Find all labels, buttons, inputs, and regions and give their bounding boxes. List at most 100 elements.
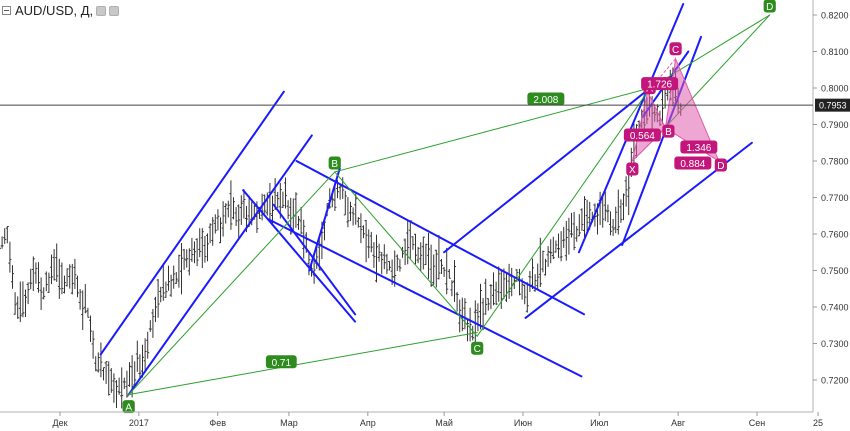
current-price-box [815,98,850,112]
ohlc-bar [232,197,236,220]
pattern-ratio-2: 1.346 [680,140,718,154]
ohlc-bar [580,208,584,231]
svg-text:D: D [717,161,724,172]
ohlc-bar [351,207,355,226]
svg-text:A: A [125,403,132,414]
ohlc-bar [343,190,347,216]
current-price-label: 0.7953 [819,101,847,111]
ohlc-bar [354,193,358,225]
ohlc-bar [440,258,444,274]
ohlc-bar [575,226,579,242]
pattern-ratio-1: 0.564 [623,128,661,142]
svg-text:D: D [766,2,773,13]
ohlc-bar [104,361,108,384]
ohlc-bar [107,361,111,396]
ohlc-bar [544,258,548,276]
ohlc-bar [367,229,371,259]
ohlc-bar [564,220,568,261]
symbol-label[interactable]: AUD/USD, Д, [15,3,94,18]
ohlc-bar [489,284,493,310]
price-tick-label-0.8100: 0.8100 [821,47,849,57]
ohlc-bar [208,223,212,244]
ohlc-bar [50,254,54,285]
ohlc-bar [13,292,17,315]
ohlc-bar [546,246,550,267]
ohlc-bar [286,200,290,220]
ohlc-bar [562,226,566,248]
green-trend-line-14 [476,87,651,337]
ohlc-bar [362,225,366,239]
ohlc-bar [510,267,514,297]
close-icon[interactable] [109,5,120,16]
ohlc-bar [143,338,147,372]
ohlc-bar [455,291,459,312]
ohlc-bar [427,232,431,279]
ohlc-bar [200,228,204,269]
ohlc-bar [624,176,628,207]
ohlc-bar [294,192,298,228]
ohlc-bar [570,212,574,238]
blue-trend-line-6 [267,218,583,378]
ohlc-bar [83,284,87,314]
ohlc-bar [616,189,620,235]
ohlc-bar [434,249,438,288]
time-tick-label-Июн: Июн [514,418,532,428]
blue-trend-line-2 [242,189,357,323]
ohlc-bar [661,87,665,125]
ohlc-bar [3,228,7,244]
collapse-legend-icon[interactable] [2,6,11,15]
price-bars [0,67,683,409]
ohlc-bar [364,219,368,263]
ohlc-bar [24,289,28,318]
ohlc-bar [237,204,241,239]
ohlc-bar [281,191,285,209]
time-tick-label-Апр: Апр [360,418,376,428]
ohlc-bar [16,296,20,319]
ohlc-bar [0,229,2,252]
ohlc-bar [263,194,267,214]
ohlc-bar [445,247,449,295]
ohlc-bar [369,231,373,253]
blue-trend-line-7 [443,87,652,254]
blue-trend-line-3 [272,203,357,316]
ohlc-bar [63,275,67,294]
ohlc-bar [109,368,113,393]
ohlc-bar [429,244,433,287]
ohlc-bar [187,248,191,276]
ohlc-bar [229,180,233,230]
ohlc-bar [37,262,41,293]
ohlc-bar [219,217,223,244]
ohlc-bar [291,198,295,231]
svg-text:B: B [331,159,338,170]
ohlc-bar [11,265,15,289]
ohlc-bar [21,281,25,318]
price-tick-label-0.7700: 0.7700 [821,193,849,203]
time-tick-label-25: 25 [813,418,823,428]
ohlc-bar [450,280,454,297]
ohlc-bar [39,277,43,311]
ohlc-bar [60,262,64,295]
ratio-label-1: 2.008 [527,92,565,106]
price-tick-label-0.7500: 0.7500 [821,266,849,276]
wave-point-A: A [122,400,135,414]
ohlc-bar [583,196,587,237]
ohlc-bar [182,248,186,270]
ohlc-bar [177,254,181,288]
ohlc-bar [463,298,467,330]
ohlc-bar [102,367,106,381]
price-tick-label-0.7200: 0.7200 [821,376,849,386]
ohlc-bar [572,211,576,251]
price-tick-label-0.7600: 0.7600 [821,230,849,240]
svg-text:C: C [672,45,679,56]
wave-point-B: B [328,156,341,170]
ohlc-bar [460,297,464,332]
svg-text:1.726: 1.726 [647,80,672,91]
pattern-point-c: C [669,42,682,56]
ohlc-bar [138,354,142,380]
price-tick-label-0.7400: 0.7400 [821,303,849,313]
ohlc-bar [94,356,98,372]
ohlc-bar [432,254,436,285]
settings-icon[interactable] [96,5,107,16]
ohlc-bar [198,228,202,258]
